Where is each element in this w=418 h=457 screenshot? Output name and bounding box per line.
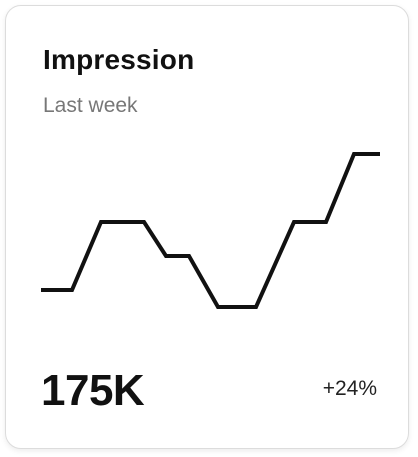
metric-value: 175K: [41, 366, 145, 415]
card-subtitle: Last week: [43, 94, 138, 117]
sparkline-series-line: [41, 152, 380, 309]
impression-card: Impression Last week 175K +24%: [5, 5, 409, 449]
sparkline-chart: [41, 152, 380, 309]
card-title: Impression: [43, 44, 195, 75]
metric-change: +24%: [322, 377, 377, 400]
